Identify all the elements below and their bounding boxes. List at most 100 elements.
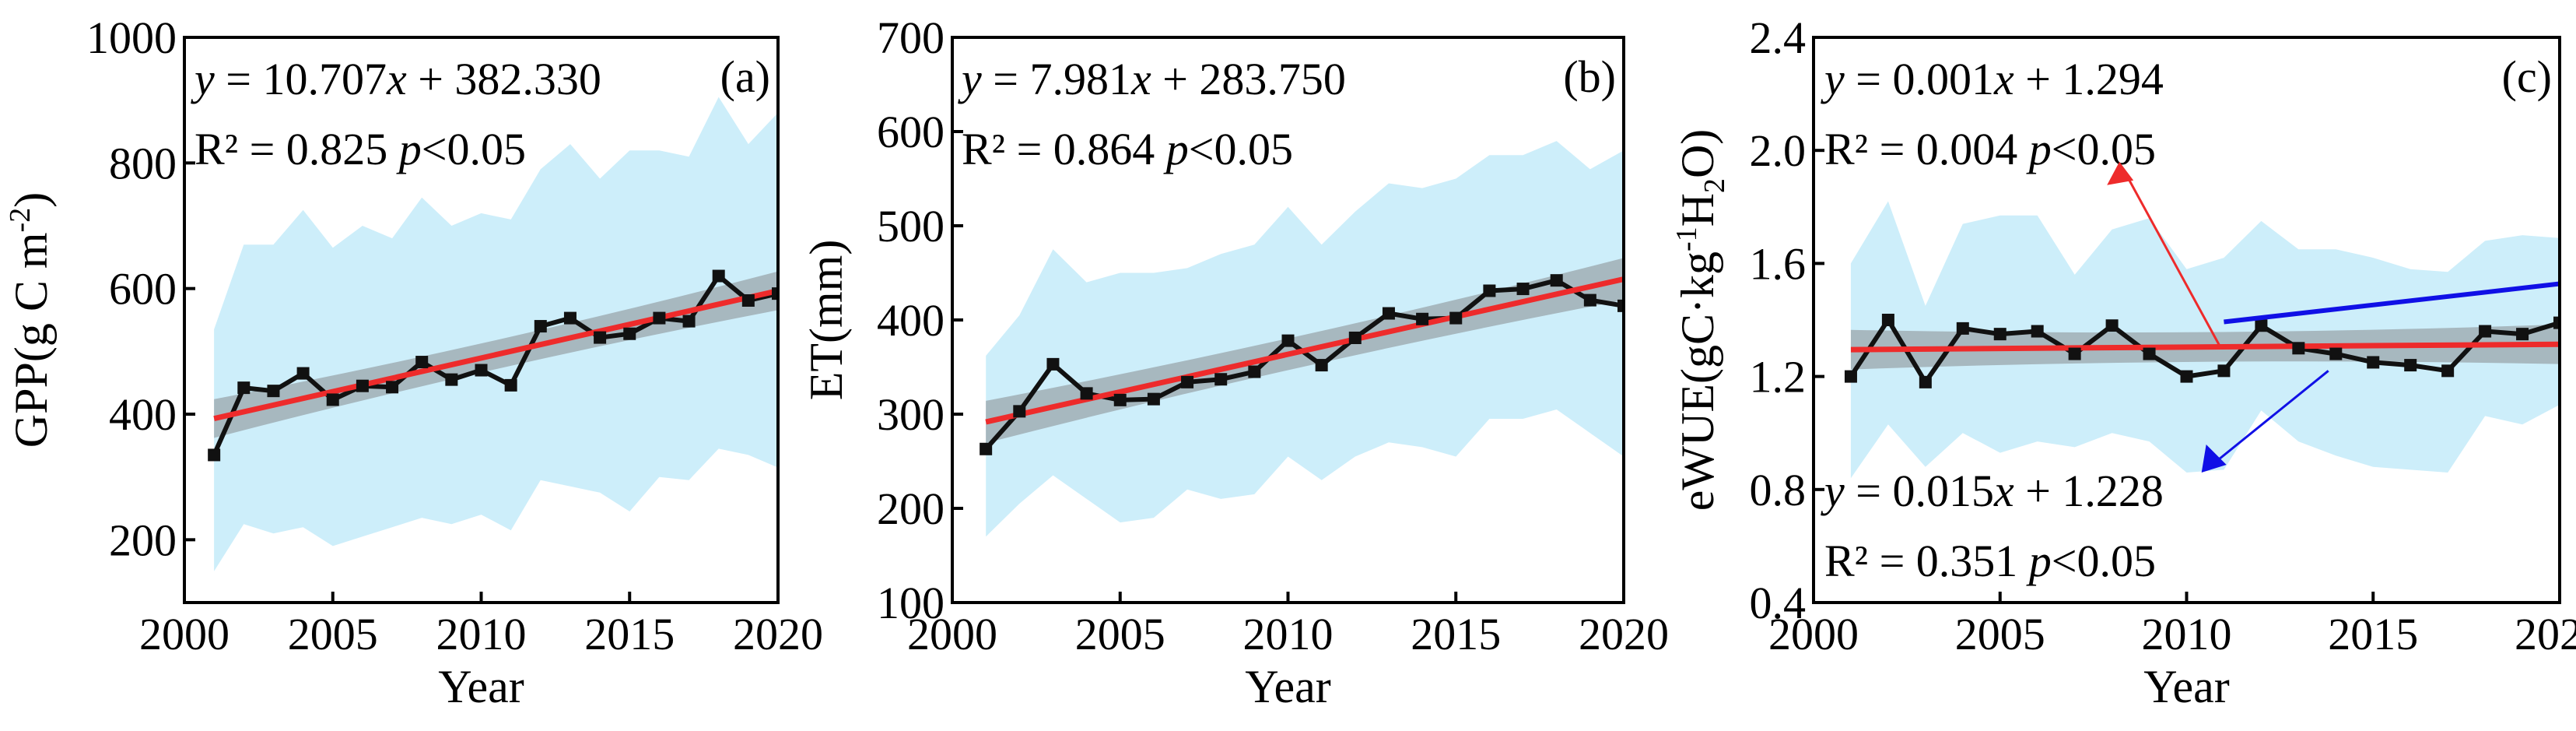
data-point <box>415 356 429 369</box>
trend-line-2011-2020 <box>2224 281 2560 325</box>
eq-x-var: x <box>386 54 407 104</box>
data-point <box>1281 334 1295 347</box>
data-point <box>2479 325 2492 338</box>
data-point <box>1046 357 1060 371</box>
data-point <box>1248 365 1261 378</box>
eq-slope: = 0.001 <box>1845 54 1994 104</box>
plot-area <box>980 141 1624 537</box>
panel-b: 2000 2005 2010 2015 2020 100 200 300 400 500 600 70… <box>801 12 1669 712</box>
y-label-superscript: -2 <box>4 208 37 233</box>
eq-intercept: + 283.750 <box>1151 54 1346 104</box>
data-point <box>356 379 369 392</box>
y-tick-label: 1.6 <box>1750 238 1807 289</box>
data-point <box>2553 316 2560 329</box>
eq-y-var: y <box>958 54 982 104</box>
data-point <box>1993 328 2006 341</box>
x-tick-label: 2020 <box>733 609 823 659</box>
y-tick-label: 800 <box>109 138 177 188</box>
x-tick-label: 2000 <box>139 609 230 659</box>
y-label-mid: H <box>1672 193 1723 227</box>
eq-intercept: + 1.294 <box>2014 54 2164 104</box>
data-point <box>326 393 339 406</box>
data-point <box>2292 342 2305 355</box>
data-point <box>1550 274 1563 287</box>
data-point <box>534 320 547 333</box>
data-point <box>2143 347 2156 360</box>
y-tick-label: 300 <box>877 389 945 440</box>
data-point <box>475 364 488 377</box>
y-tick-label: 400 <box>109 389 177 440</box>
x-axis-label: Year <box>438 661 524 712</box>
p-symbol: p <box>2026 536 2052 586</box>
x-axis-label: Year <box>2143 661 2230 712</box>
data-point <box>296 367 310 380</box>
y-tick-label: 2.4 <box>1750 12 1807 63</box>
y-label-main: ET(mm) <box>801 240 852 401</box>
eq-slope: = 7.981 <box>982 54 1131 104</box>
arrow-to-equation-1 <box>2126 175 2221 348</box>
data-point <box>267 385 280 398</box>
p-value: <0.05 <box>2052 536 2156 586</box>
r-squared: R² = 0.351 <box>1824 536 2029 586</box>
data-point <box>1416 312 1429 325</box>
y-tick-label: 500 <box>877 201 945 251</box>
y-tick-label: 600 <box>877 107 945 157</box>
data-point <box>1919 375 1932 388</box>
range-band <box>214 97 778 571</box>
data-point <box>772 287 778 300</box>
data-point <box>1013 405 1026 418</box>
x-tick-label: 2020 <box>1579 609 1669 659</box>
data-point <box>1483 284 1496 297</box>
r-squared: R² = 0.825 <box>195 124 399 174</box>
x-tick-label: 2015 <box>2328 609 2418 659</box>
data-point <box>445 373 458 386</box>
data-point <box>1382 307 1395 320</box>
panel-c: 2000 2005 2010 2015 2020 0.4 0.8 1.2 1.6 2.0 2.4 Ye… <box>1670 12 2576 712</box>
data-point <box>563 311 577 325</box>
eq-slope: = 0.015 <box>1845 466 1994 516</box>
data-point <box>2329 347 2343 360</box>
data-point <box>2180 370 2193 383</box>
y-label-end: O) <box>1672 129 1723 178</box>
eq-y-var: y <box>1821 54 1845 104</box>
eq-x-var: x <box>1130 54 1151 104</box>
data-point <box>1113 393 1127 406</box>
y-axis-label: GPP(g C m-2) <box>4 192 57 448</box>
y-tick-label: 200 <box>109 515 177 565</box>
data-point <box>2105 319 2119 332</box>
plot-area <box>1844 201 2560 479</box>
data-point <box>1617 299 1624 312</box>
regression-equation-2: y = 0.015x + 1.228 <box>1821 466 2164 516</box>
regression-stats: R² = 0.004 p<0.05 <box>1824 124 2156 174</box>
data-point <box>1181 375 1194 388</box>
data-point <box>1516 283 1530 296</box>
eq-intercept: + 1.228 <box>2014 466 2164 516</box>
data-point <box>1449 311 1463 325</box>
y-tick-label: 0.4 <box>1750 578 1807 628</box>
p-value: <0.05 <box>422 124 526 174</box>
y-tick-label: 600 <box>109 264 177 315</box>
data-point <box>237 381 251 395</box>
y-tick-label: 2.0 <box>1750 125 1807 176</box>
x-tick-label: 2010 <box>436 609 527 659</box>
data-point <box>1315 359 1328 372</box>
data-point <box>2255 319 2268 332</box>
regression-equation: y = 7.981x + 283.750 <box>958 54 1346 104</box>
panel-label: (b) <box>1563 51 1616 102</box>
y-label-main: eWUE(gC·kg <box>1672 251 1723 511</box>
regression-stats: R² = 0.864 p<0.05 <box>962 124 1293 174</box>
data-point <box>1147 392 1160 406</box>
regression-equation: y = 0.001x + 1.294 <box>1821 54 2164 104</box>
y-tick-label: 1.2 <box>1750 352 1807 402</box>
arrow-head-blue-shape <box>2201 445 2227 473</box>
data-point <box>1080 387 1093 400</box>
x-tick-label: 2015 <box>584 609 675 659</box>
regression-equation: y = 10.707x + 382.330 <box>191 54 601 104</box>
y-tick-label: 400 <box>877 295 945 346</box>
data-point <box>594 331 607 344</box>
eq-slope: = 10.707 <box>215 54 387 104</box>
x-tick-label: 2005 <box>1075 609 1165 659</box>
arrow-to-equation-2 <box>2215 370 2329 462</box>
eq-x-var: x <box>1993 466 2014 516</box>
data-point <box>623 327 636 340</box>
